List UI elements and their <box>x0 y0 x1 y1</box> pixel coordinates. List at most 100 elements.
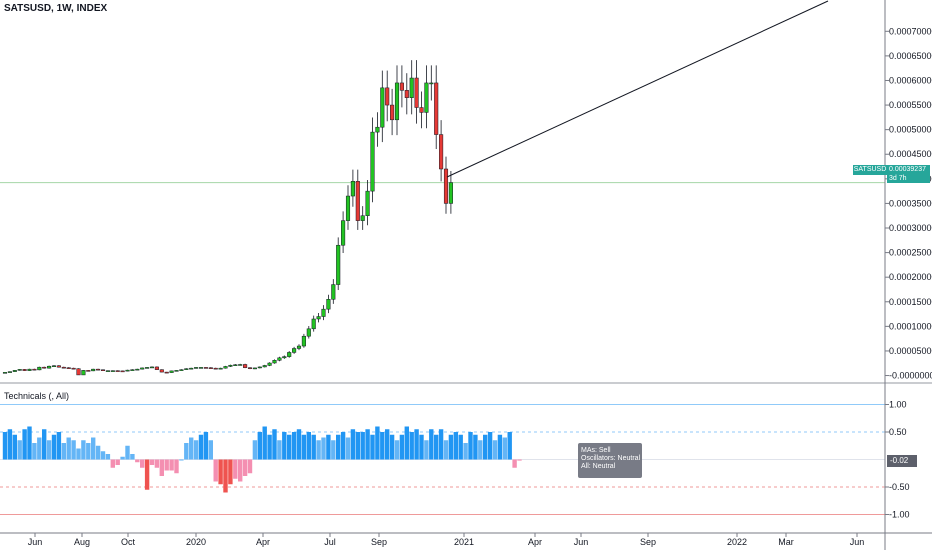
time-tick-label: Jul <box>324 537 336 547</box>
candle-up <box>282 356 287 359</box>
candle-up <box>365 190 370 216</box>
trendline-layer <box>446 0 829 178</box>
chart-title: SATSUSD, 1W, INDEX <box>4 3 108 14</box>
technicals-bar-positive <box>277 440 282 460</box>
candle-up <box>238 364 243 366</box>
technicals-bar-positive <box>487 432 493 460</box>
technicals-bar-negative <box>135 459 140 463</box>
last-price-label: 0.00039237 3d 7h <box>887 165 930 183</box>
candle-down <box>439 134 444 170</box>
candle-down <box>159 369 164 373</box>
technicals-bar-positive <box>125 445 130 460</box>
technicals-bar-negative <box>228 459 233 485</box>
indicator-title[interactable]: Technicals (, All) <box>4 391 70 401</box>
technicals-bar-positive <box>17 440 22 460</box>
candle-up <box>233 364 238 366</box>
candle-up <box>321 308 326 317</box>
indicator-tick-label: -1.00 <box>889 510 910 520</box>
technicals-bar-positive <box>478 440 483 460</box>
technicals-value-label: -0.02 <box>887 455 917 467</box>
candle-up <box>267 362 272 366</box>
technicals-bar-positive <box>189 437 194 460</box>
technicals-bar-positive <box>91 437 96 460</box>
time-tick-label: 2022 <box>727 537 747 547</box>
technicals-bar-negative <box>247 459 253 474</box>
candle-up <box>252 367 257 370</box>
candle-up <box>429 82 434 85</box>
technicals-bar-positive <box>287 434 292 460</box>
price-symbol-label: SATSUSD <box>853 165 887 175</box>
candle-down <box>399 82 404 91</box>
trendline <box>446 0 829 178</box>
technicals-bar-positive <box>56 432 62 460</box>
technicals-bar-positive <box>184 443 189 460</box>
candle-up <box>262 365 267 368</box>
candle-up <box>223 366 228 369</box>
candle-up <box>105 370 110 372</box>
candle-up <box>125 369 130 372</box>
technicals-bar-positive <box>42 429 47 460</box>
price-tick-label: 0.00005000 <box>889 346 932 356</box>
time-tick-label: Apr <box>256 537 270 547</box>
candle-up <box>149 366 155 369</box>
time-tick-label: Apr <box>528 537 542 547</box>
time-tick-label: Oct <box>121 537 136 547</box>
technicals-bar-positive <box>409 432 414 460</box>
time-axis: Jun Aug Oct 2020 Apr Jul Sep 2021 Apr Jun Sep 2022 M… <box>28 533 865 547</box>
price-tick-label: 0.00025000 <box>889 248 932 258</box>
candle-down <box>213 367 218 370</box>
technicals-bar-negative <box>115 459 120 465</box>
technicals-bar-positive <box>350 429 356 460</box>
candle-up <box>174 370 179 372</box>
technicals-bar-positive <box>443 440 449 460</box>
candle-up <box>179 369 184 371</box>
candle-up <box>81 370 86 376</box>
candle-down <box>443 168 449 204</box>
candle-up <box>169 370 174 373</box>
candle-up <box>198 367 204 369</box>
candle-down <box>419 107 424 113</box>
candle-up <box>448 182 453 204</box>
technicals-bar-positive <box>7 429 13 460</box>
price-tick-label: 0.00020000 <box>889 272 932 282</box>
candle-up <box>257 366 262 369</box>
candle-down <box>414 77 419 108</box>
technicals-bar-negative <box>110 459 115 468</box>
time-tick-label: Jun <box>850 537 865 547</box>
price-tick-label: 0.00015000 <box>889 297 932 307</box>
candle-down <box>32 368 37 371</box>
technicals-bar-positive <box>66 437 71 460</box>
candle-up <box>306 328 311 337</box>
technicals-bar-positive <box>458 434 463 460</box>
candle-down <box>22 369 27 371</box>
candle-down <box>100 369 106 371</box>
tooltip-mas: MAs: Sell <box>581 447 611 454</box>
technicals-bar-positive <box>130 454 135 460</box>
technicals-bar-positive <box>463 443 468 460</box>
technicals-bar-positive <box>389 434 395 460</box>
technicals-bar-positive <box>321 437 326 460</box>
technicals-bar-positive <box>497 434 503 460</box>
candle-down <box>76 368 81 376</box>
candle-up <box>184 368 189 370</box>
technicals-bar-positive <box>424 440 429 460</box>
technicals-bar-positive <box>61 443 66 460</box>
candle-up <box>311 318 316 330</box>
price-tick-label: 0.00050000 <box>889 125 932 135</box>
candle-down <box>208 367 213 369</box>
candle-down <box>42 366 47 369</box>
candle-down <box>355 181 360 221</box>
candle-up <box>345 195 351 221</box>
candle-up <box>394 82 400 121</box>
technicals-bar-positive <box>336 434 341 460</box>
candle-up <box>47 365 52 369</box>
technicals-bar-positive <box>380 432 385 460</box>
candle-up <box>292 348 297 353</box>
time-tick-label: 2020 <box>186 537 206 547</box>
candle-up <box>7 371 12 373</box>
time-tick-label: Mar <box>778 537 794 547</box>
candle-down <box>154 366 159 370</box>
technicals-bar-positive <box>257 432 262 460</box>
candle-down <box>61 366 66 369</box>
technicals-bar-positive <box>100 451 106 460</box>
